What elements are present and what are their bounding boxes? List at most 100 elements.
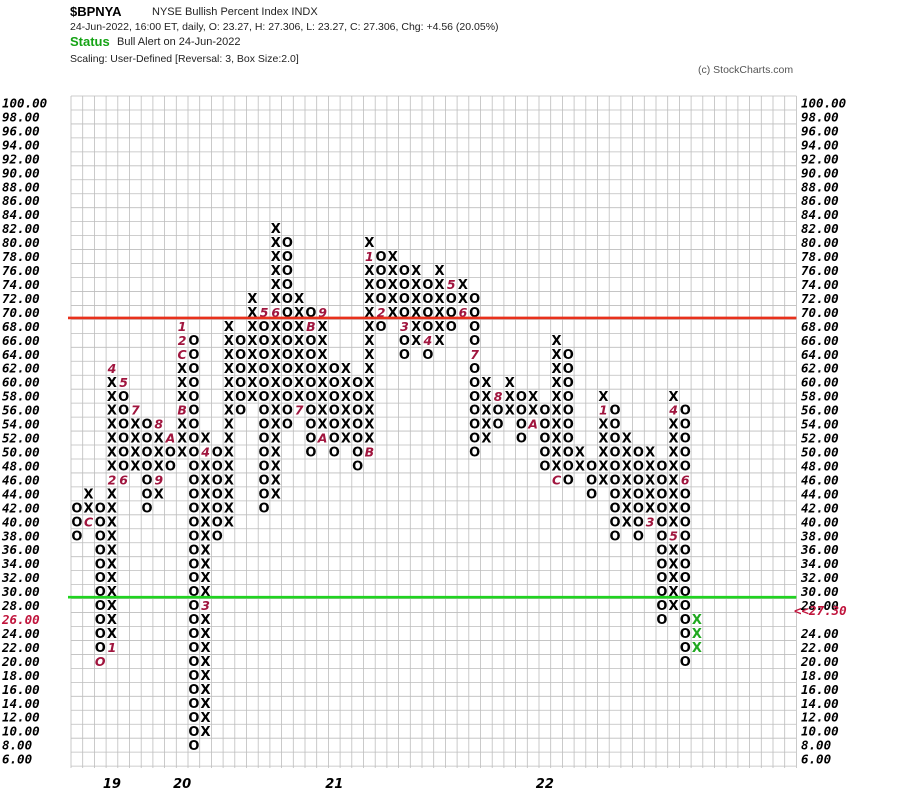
left-axis-tick: 94.00 [2, 137, 40, 152]
right-axis-tick: 66.00 [801, 333, 839, 348]
month-marker: 5 [447, 277, 456, 292]
o-mark: O [165, 460, 176, 475]
left-axis-tick: 62.00 [2, 361, 40, 376]
o-mark: O [399, 278, 410, 293]
o-mark: O [142, 474, 153, 489]
right-axis-tick: 42.00 [801, 500, 839, 515]
x-mark: X [645, 474, 655, 489]
left-axis-tick: 44.00 [2, 486, 40, 501]
o-mark: O [259, 446, 270, 461]
o-mark: O [142, 460, 153, 475]
left-axis-tick: 36.00 [1, 542, 40, 557]
o-mark: O [680, 418, 691, 433]
year-label: 20 [173, 777, 191, 792]
x-mark: X [294, 390, 304, 405]
o-mark: O [469, 418, 480, 433]
x-mark: X [458, 292, 468, 307]
x-mark: X [271, 250, 281, 265]
o-mark: O [493, 404, 504, 419]
x-mark: X [224, 487, 234, 502]
x-mark: X [294, 376, 304, 391]
x-mark: X [388, 292, 398, 307]
x-mark: X [154, 487, 164, 502]
left-axis-tick: 20.00 [1, 654, 40, 669]
o-mark: O [259, 487, 270, 502]
o-mark: O [469, 334, 480, 349]
x-mark: X [669, 432, 679, 447]
x-mark: X [271, 348, 281, 363]
o-mark: O [188, 725, 199, 740]
o-mark: O [376, 292, 387, 307]
left-axis-tick: 18.00 [2, 668, 40, 683]
o-mark: O [259, 418, 270, 433]
o-mark: O [235, 348, 246, 363]
month-marker: 9 [154, 473, 163, 488]
x-mark: X [224, 501, 234, 516]
o-mark: O [446, 292, 457, 307]
month-marker: 2 [178, 333, 187, 348]
x-mark: X [107, 376, 117, 391]
right-axis-tick: 32.00 [800, 570, 839, 585]
left-axis-tick: 68.00 [2, 319, 40, 334]
left-axis-tick: 88.00 [2, 179, 40, 194]
o-mark: O [142, 446, 153, 461]
right-axis-tick: 18.00 [801, 668, 839, 683]
o-mark: O [469, 390, 480, 405]
o-mark: O [399, 348, 410, 363]
o-mark: O [259, 432, 270, 447]
o-mark: O [469, 320, 480, 335]
o-mark: O [188, 529, 199, 544]
o-mark: O [656, 515, 667, 530]
o-mark: O [493, 418, 504, 433]
x-mark: X [669, 474, 679, 489]
x-mark: X [107, 404, 117, 419]
x-mark: X [388, 278, 398, 293]
left-axis-tick: 40.00 [2, 514, 40, 529]
o-mark: O [188, 599, 199, 614]
o-mark: O [188, 711, 199, 726]
o-mark: O [656, 557, 667, 572]
o-mark: O [329, 376, 340, 391]
o-mark: O [680, 543, 691, 558]
x-mark: X [669, 446, 679, 461]
right-axis-tick: 12.00 [801, 710, 839, 725]
x-mark: X [177, 376, 187, 391]
x-mark: X [669, 543, 679, 558]
x-mark: X [364, 418, 374, 433]
right-axis-tick: 8.00 [801, 738, 831, 753]
o-mark: O [680, 627, 691, 642]
left-axis-tick: 54.00 [2, 417, 40, 432]
o-mark: O [610, 474, 621, 489]
o-mark: O [188, 418, 199, 433]
x-mark: X [364, 390, 374, 405]
x-mark: X [692, 641, 702, 656]
x-mark: X [388, 306, 398, 321]
o-mark: O [305, 404, 316, 419]
x-mark: X [201, 585, 211, 600]
x-mark: X [669, 599, 679, 614]
x-mark: X [318, 376, 328, 391]
o-mark: O [95, 501, 106, 516]
left-axis-tick: 64.00 [2, 347, 40, 362]
x-mark: X [692, 627, 702, 642]
o-mark: O [539, 404, 550, 419]
o-mark: O [680, 613, 691, 628]
year-label: 22 [536, 777, 554, 792]
right-axis-tick: 6.00 [801, 752, 831, 767]
x-mark: X [271, 292, 281, 307]
o-mark: O [633, 515, 644, 530]
right-axis-tick: 56.00 [801, 403, 839, 418]
x-mark: X [201, 474, 211, 489]
x-mark: X [224, 446, 234, 461]
o-mark: O [188, 390, 199, 405]
x-mark: X [669, 460, 679, 475]
x-mark: X [294, 348, 304, 363]
o-mark: O [282, 418, 293, 433]
